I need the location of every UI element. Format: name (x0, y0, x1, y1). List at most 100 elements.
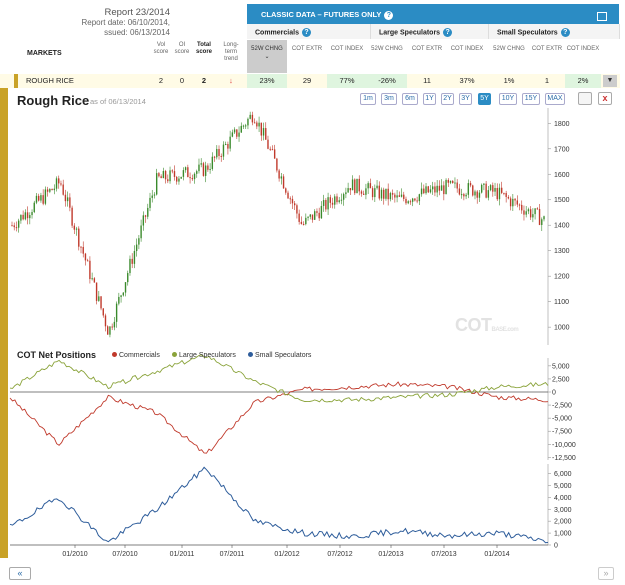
legend-dot (172, 352, 177, 357)
candle-body (512, 198, 514, 207)
candle-body (282, 176, 285, 189)
candle-body (51, 188, 53, 191)
candle-body (411, 198, 414, 202)
candle-body (227, 144, 229, 149)
price-tick-label: 1700 (554, 146, 570, 153)
range-5y[interactable]: 5Y (478, 93, 491, 105)
market-name[interactable]: ROUGH RICE (26, 76, 74, 85)
sub-index-comm[interactable]: COT INDEX (330, 46, 364, 52)
candle-body (391, 193, 394, 195)
sub-52w-small[interactable]: 52W CHNG (493, 46, 525, 52)
candle-body (162, 171, 165, 179)
table-row[interactable] (0, 74, 620, 88)
total-score-header[interactable]: Total score (195, 42, 212, 55)
candle-body (543, 216, 545, 220)
candle-body (213, 156, 216, 158)
group-label: Large Speculators (379, 29, 441, 37)
next-button[interactable]: » (598, 567, 614, 580)
watermark-sub: BASE.com (491, 327, 519, 333)
range-10y[interactable]: 10Y (499, 93, 517, 105)
candle-body (196, 171, 198, 174)
candle-body (95, 282, 98, 301)
candle-body (365, 188, 367, 195)
group-small-spec: Small Speculators? (489, 24, 620, 39)
vol-score-header[interactable]: Vol score (153, 42, 169, 55)
candle-body (22, 214, 24, 220)
sub-52w-comm[interactable]: 52W CHNG ⌄ (247, 40, 287, 73)
sub-52w-large[interactable]: 52W CHNG (371, 46, 403, 52)
sub-index-small[interactable]: COT INDEX (566, 46, 600, 52)
candle-body (374, 188, 376, 198)
prev-button[interactable]: « (9, 567, 31, 580)
candle-body (369, 183, 372, 189)
range-3y[interactable]: 3Y (459, 93, 472, 105)
candle-body (187, 167, 189, 178)
range-6m[interactable]: 6m (402, 93, 418, 105)
candle-body (200, 163, 202, 165)
candle-body (296, 205, 298, 214)
help-icon[interactable]: ? (384, 10, 394, 20)
candle-body (445, 179, 447, 195)
value-cell: -26% (378, 76, 396, 85)
sort-down-icon[interactable]: ▼ (603, 75, 617, 87)
value-cell: 23% (259, 76, 275, 85)
help-icon[interactable]: ? (560, 28, 570, 37)
cot-tick-label: -10,000 (552, 442, 576, 449)
candle-body (460, 194, 463, 196)
candle-body (518, 204, 521, 206)
print-button[interactable] (578, 92, 592, 105)
candle-body (164, 171, 167, 180)
candle-body (514, 198, 516, 201)
sub-extr-comm[interactable]: COT EXTR (291, 46, 323, 52)
candle-body (405, 198, 407, 204)
candle-body (478, 192, 481, 198)
legend-label: Commercials (119, 352, 160, 359)
sub-index-large[interactable]: COT INDEX (450, 46, 484, 52)
markets-header[interactable]: MARKETS (27, 50, 62, 57)
candle-body (58, 178, 60, 184)
candle-body (325, 200, 327, 210)
help-icon[interactable]: ? (301, 28, 311, 37)
range-15y[interactable]: 15Y (522, 93, 540, 105)
candle-body (78, 228, 80, 247)
price-tick-label: 1800 (554, 121, 570, 128)
candle-body (492, 185, 494, 192)
candle-body (115, 303, 118, 322)
candle-body (15, 227, 18, 229)
close-button[interactable]: x (598, 92, 612, 105)
range-max[interactable]: MAX (545, 93, 565, 105)
candle-body (180, 176, 182, 179)
subhead-label: 52W CHNG (251, 46, 283, 52)
legend-commercials[interactable]: Commercials (112, 352, 160, 359)
candle-body (202, 163, 205, 176)
range-1m[interactable]: 1m (360, 93, 376, 105)
legend-label: Large Speculators (179, 352, 236, 359)
candle-body (407, 201, 409, 204)
range-2y[interactable]: 2Y (441, 93, 454, 105)
candle-body (371, 188, 374, 198)
candle-body (86, 260, 89, 262)
range-1y[interactable]: 1Y (423, 93, 436, 105)
candle-body (305, 217, 307, 225)
cot-tick-label: 5,000 (552, 363, 570, 370)
sub-extr-large[interactable]: COT EXTR (411, 46, 443, 52)
candle-body (438, 185, 441, 191)
legend-large-spec[interactable]: Large Speculators (172, 352, 236, 359)
cot-tick-label: -7,500 (552, 429, 572, 436)
candle-body (207, 165, 209, 170)
legend-small-spec[interactable]: Small Speculators (248, 352, 311, 359)
group-label: Small Speculators (497, 29, 558, 37)
range-3m[interactable]: 3m (381, 93, 397, 105)
help-icon[interactable]: ? (443, 28, 453, 37)
trend-header[interactable]: Long- term trend (223, 42, 239, 62)
candle-body (360, 191, 363, 194)
oi-score-header[interactable]: OI score (174, 42, 190, 55)
candle-body (452, 180, 454, 183)
candle-body (336, 196, 338, 203)
sub-extr-small[interactable]: COT EXTR (531, 46, 563, 52)
candle-body (211, 156, 214, 169)
print-icon[interactable] (597, 12, 607, 21)
candle-body (191, 178, 194, 180)
candle-body (440, 185, 443, 191)
candle-body (122, 292, 124, 296)
